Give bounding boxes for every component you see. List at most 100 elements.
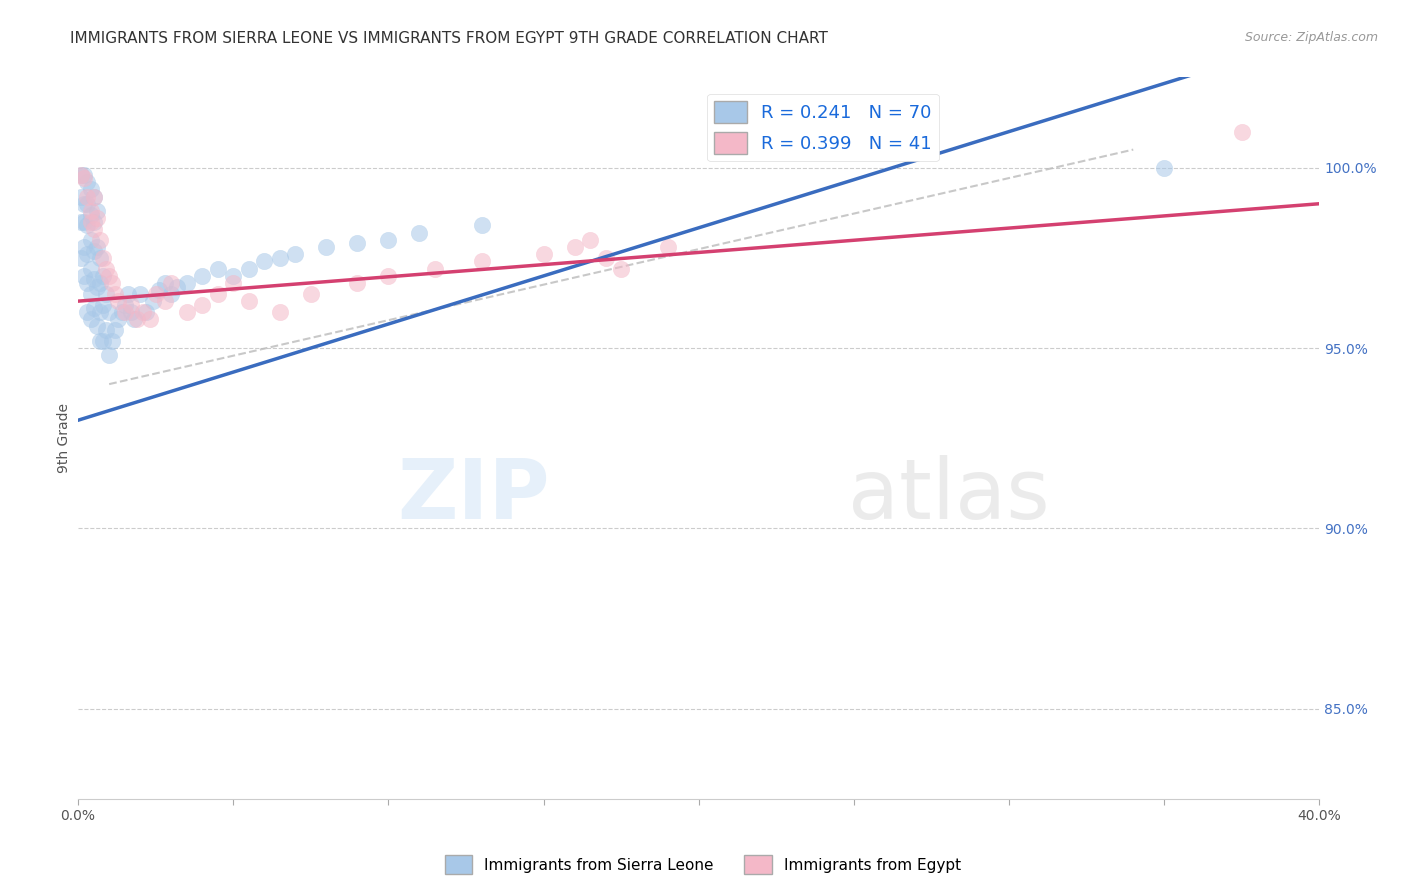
Point xyxy=(114,298,136,312)
Point xyxy=(142,294,165,309)
Point xyxy=(79,215,101,229)
Text: ZIP: ZIP xyxy=(398,456,550,536)
Point xyxy=(160,276,183,290)
Point xyxy=(346,236,368,251)
Point xyxy=(284,247,307,261)
Point xyxy=(70,189,93,203)
Point xyxy=(83,215,105,229)
Point xyxy=(86,203,108,218)
Point xyxy=(299,287,322,301)
Point xyxy=(269,305,291,319)
Point xyxy=(145,287,167,301)
Point xyxy=(83,244,105,258)
Point xyxy=(86,319,108,334)
Point xyxy=(91,334,114,348)
Point xyxy=(76,189,98,203)
Legend: R = 0.241   N = 70, R = 0.399   N = 41: R = 0.241 N = 70, R = 0.399 N = 41 xyxy=(707,94,939,161)
Point xyxy=(207,261,229,276)
Point xyxy=(114,305,136,319)
Point xyxy=(89,251,111,265)
Point xyxy=(148,283,170,297)
Point xyxy=(207,287,229,301)
Point xyxy=(73,268,96,283)
Point xyxy=(76,276,98,290)
Text: atlas: atlas xyxy=(848,456,1049,536)
Point xyxy=(86,211,108,226)
Point xyxy=(120,305,142,319)
Point xyxy=(79,208,101,222)
Point xyxy=(79,182,101,196)
Point xyxy=(120,298,142,312)
Point xyxy=(94,287,117,301)
Point xyxy=(104,287,127,301)
Point xyxy=(83,301,105,316)
Text: IMMIGRANTS FROM SIERRA LEONE VS IMMIGRANTS FROM EGYPT 9TH GRADE CORRELATION CHAR: IMMIGRANTS FROM SIERRA LEONE VS IMMIGRAN… xyxy=(70,31,828,46)
Point xyxy=(94,323,117,337)
Point xyxy=(657,240,679,254)
Point xyxy=(129,287,152,301)
Point xyxy=(564,240,586,254)
Point xyxy=(610,261,633,276)
Point xyxy=(89,233,111,247)
Point xyxy=(127,312,149,326)
Point xyxy=(238,261,260,276)
Point xyxy=(471,254,494,268)
Point xyxy=(176,276,198,290)
Point xyxy=(79,261,101,276)
Point xyxy=(579,233,602,247)
Point xyxy=(83,189,105,203)
Point xyxy=(269,251,291,265)
Point xyxy=(73,171,96,186)
Point xyxy=(79,312,101,326)
Point xyxy=(1230,124,1253,138)
Point xyxy=(89,276,111,290)
Point xyxy=(595,251,617,265)
Point xyxy=(86,240,108,254)
Point xyxy=(98,305,121,319)
Point xyxy=(222,276,245,290)
Point xyxy=(86,279,108,293)
Point xyxy=(176,305,198,319)
Point xyxy=(533,247,555,261)
Point xyxy=(122,312,145,326)
Point xyxy=(91,268,114,283)
Point xyxy=(91,298,114,312)
Point xyxy=(104,323,127,337)
Point xyxy=(76,196,98,211)
Point xyxy=(76,175,98,189)
Point xyxy=(94,261,117,276)
Point xyxy=(91,251,114,265)
Point xyxy=(98,268,121,283)
Legend: Immigrants from Sierra Leone, Immigrants from Egypt: Immigrants from Sierra Leone, Immigrants… xyxy=(439,849,967,880)
Y-axis label: 9th Grade: 9th Grade xyxy=(58,403,72,474)
Point xyxy=(377,233,399,247)
Point xyxy=(76,247,98,261)
Point xyxy=(76,219,98,233)
Point xyxy=(73,240,96,254)
Point xyxy=(191,268,214,283)
Point xyxy=(107,294,129,309)
Point xyxy=(110,305,132,319)
Point xyxy=(83,222,105,236)
Point xyxy=(89,305,111,319)
Point xyxy=(135,305,157,319)
Point xyxy=(89,334,111,348)
Point xyxy=(1153,161,1175,175)
Point xyxy=(73,196,96,211)
Point xyxy=(423,261,446,276)
Point xyxy=(377,268,399,283)
Point xyxy=(222,268,245,283)
Point xyxy=(107,312,129,326)
Point xyxy=(73,168,96,182)
Point xyxy=(76,305,98,319)
Point xyxy=(73,215,96,229)
Point xyxy=(79,233,101,247)
Point xyxy=(346,276,368,290)
Point xyxy=(70,251,93,265)
Point xyxy=(70,168,93,182)
Point xyxy=(101,334,124,348)
Point xyxy=(117,287,139,301)
Point xyxy=(238,294,260,309)
Point xyxy=(166,279,188,293)
Point xyxy=(132,305,155,319)
